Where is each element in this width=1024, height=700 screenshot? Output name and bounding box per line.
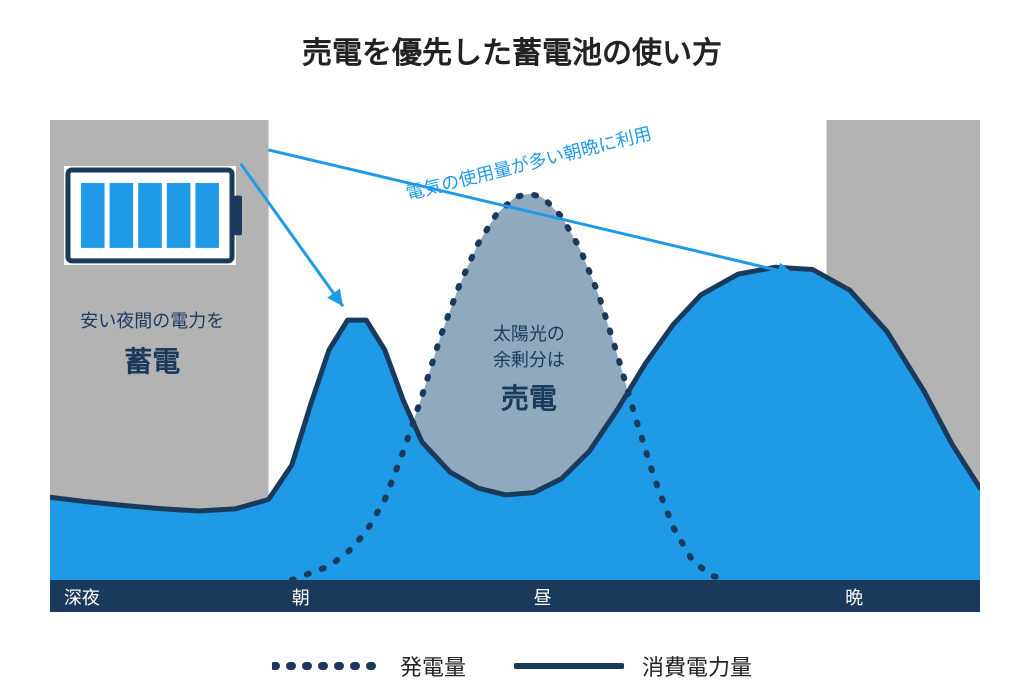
- annotation-line: 余剰分は: [493, 348, 565, 373]
- time-axis-label: 朝: [292, 584, 310, 610]
- annotation-line-big: 蓄電: [80, 342, 224, 381]
- time-axis-label: 昼: [534, 584, 552, 610]
- legend-item-generation: 発電量: [272, 650, 466, 682]
- chart-title: 売電を優先した蓄電池の使い方: [0, 28, 1024, 72]
- legend-label: 消費電力量: [642, 650, 752, 682]
- legend-item-consumption: 消費電力量: [514, 650, 752, 682]
- annotation-line: 太陽光の: [493, 322, 565, 347]
- annotation-line: 安い夜間の電力を: [80, 309, 224, 334]
- legend-swatch: [514, 659, 624, 673]
- time-axis-label: 深夜: [64, 584, 100, 610]
- time-axis-label: 晩: [845, 584, 863, 610]
- legend-label: 発電量: [400, 650, 466, 682]
- annotation-surplus-sell: 太陽光の 余剰分は 売電: [493, 322, 565, 418]
- legend-swatch: [272, 659, 382, 673]
- figure-root: 売電を優先した蓄電池の使い方 深夜 朝 昼 晩 安い夜間の電力を 蓄電 太陽光の 余剰…: [0, 0, 1024, 700]
- annotation-night-store: 安い夜間の電力を 蓄電: [80, 309, 224, 381]
- annotation-line-big: 売電: [493, 379, 565, 418]
- time-axis-bar: 深夜 朝 昼 晩: [50, 580, 980, 612]
- legend: 発電量 消費電力量: [272, 650, 752, 682]
